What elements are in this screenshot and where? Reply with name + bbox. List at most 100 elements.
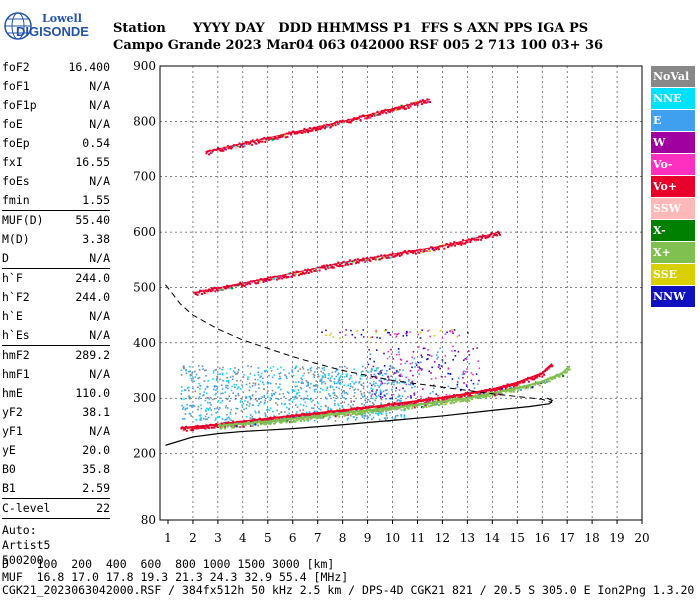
param-separator	[2, 268, 110, 269]
echo-cloud-point	[213, 407, 216, 410]
trace-point	[356, 258, 359, 261]
trace-point	[525, 386, 528, 389]
param-value: 20.0	[82, 443, 110, 457]
echo-cloud-point	[377, 412, 380, 415]
trace-point	[221, 148, 224, 151]
echo-cloud-point	[400, 414, 402, 416]
echo-cloud-point	[189, 374, 192, 377]
trace-point	[489, 234, 492, 237]
trace-point	[259, 423, 262, 426]
trace-point	[241, 421, 244, 424]
echo-cloud-point	[361, 413, 364, 416]
echo-cloud-point	[396, 333, 398, 336]
echo-cloud-point	[457, 377, 460, 380]
trace-point	[380, 111, 383, 114]
echo-cloud-point	[313, 374, 316, 377]
echo-cloud-point	[391, 417, 394, 419]
trace-point	[338, 415, 341, 418]
echo-cloud-point	[335, 395, 338, 397]
echo-cloud-point	[216, 407, 218, 410]
trace-point	[381, 111, 384, 114]
param-name: h`Es	[2, 328, 30, 342]
echo-cloud-point	[233, 383, 235, 386]
echo-cloud-point	[367, 363, 370, 366]
echo-cloud-point	[466, 368, 468, 370]
echo-cloud-point	[397, 395, 399, 398]
trace-point	[530, 377, 533, 380]
trace-point	[237, 284, 240, 287]
trace-point	[369, 116, 372, 119]
echo-cloud-point	[345, 391, 348, 394]
trace-point	[437, 248, 440, 251]
trace-point	[388, 110, 391, 113]
echo-cloud-point	[370, 384, 373, 387]
trace-point	[446, 243, 449, 246]
echo-cloud-point	[313, 376, 316, 378]
trace-point	[368, 258, 371, 261]
echo-cloud-point	[341, 373, 344, 375]
echo-cloud-point	[334, 420, 337, 422]
echo-cloud-point	[372, 383, 375, 385]
echo-cloud-point	[369, 382, 371, 385]
trace-point	[452, 243, 455, 246]
echo-cloud-point	[387, 377, 390, 379]
echo-cloud-point	[304, 401, 307, 404]
echo-cloud-point	[465, 357, 468, 359]
echo-cloud-point	[366, 415, 369, 417]
param-value: 38.1	[82, 405, 110, 419]
trace-point	[226, 286, 229, 289]
echo-cloud-point	[394, 336, 397, 339]
param-name: foE	[2, 117, 23, 131]
param-row-hme: hmE 110.0	[2, 384, 110, 403]
echo-cloud-point	[384, 372, 386, 375]
trace-point	[239, 281, 242, 284]
echo-cloud-point	[306, 381, 309, 384]
trace-point	[304, 131, 307, 134]
trace-point	[257, 139, 260, 142]
trace-point	[247, 421, 250, 424]
trace-point	[494, 392, 497, 395]
echo-cloud-point	[312, 399, 314, 402]
echo-cloud-point	[403, 416, 406, 418]
echo-cloud-point	[242, 402, 245, 405]
trace-point	[274, 135, 277, 138]
trace-point	[407, 407, 410, 410]
echo-cloud-point	[326, 387, 329, 390]
echo-cloud-point	[183, 389, 186, 391]
trace-point	[328, 123, 331, 126]
echo-cloud-point	[396, 381, 398, 384]
echo-cloud-point	[301, 378, 303, 381]
param-value: 0.54	[82, 136, 110, 150]
echo-cloud-point	[388, 368, 391, 370]
trace-point	[311, 129, 314, 132]
trace-point	[367, 411, 370, 414]
logo-digisonde: DIGISONDE	[16, 24, 89, 39]
trace-line	[180, 363, 553, 430]
param-name: hmF1	[2, 367, 30, 381]
echo-cloud-point	[386, 389, 388, 391]
echo-cloud-point	[200, 407, 203, 410]
echo-cloud-point	[318, 407, 320, 410]
param-value: 1.55	[82, 193, 110, 207]
param-row-hes: h`Es N/A	[2, 326, 110, 345]
echo-cloud-point	[249, 417, 252, 419]
trace-point	[223, 423, 226, 426]
echo-cloud-point	[184, 408, 187, 411]
echo-cloud-point	[284, 374, 286, 376]
trace-point	[298, 271, 301, 274]
echo-cloud-point	[256, 400, 258, 402]
echo-cloud-point	[293, 396, 295, 399]
echo-cloud-point	[191, 405, 194, 408]
echo-cloud-point	[189, 396, 191, 399]
trace-point	[218, 423, 221, 426]
trace-point	[341, 119, 344, 122]
param-row-foes: foEs N/A	[2, 172, 110, 191]
trace-point	[469, 241, 472, 244]
echo-cloud-point	[406, 330, 408, 333]
echo-cloud-point	[445, 394, 448, 396]
echo-cloud-point	[229, 400, 231, 402]
header-labels: Station YYYY DAY DDD HHMMSS P1 FFS S AXN…	[113, 21, 589, 36]
echo-cloud-point	[390, 375, 392, 378]
trace-point	[257, 424, 260, 427]
trace-point	[463, 242, 466, 245]
